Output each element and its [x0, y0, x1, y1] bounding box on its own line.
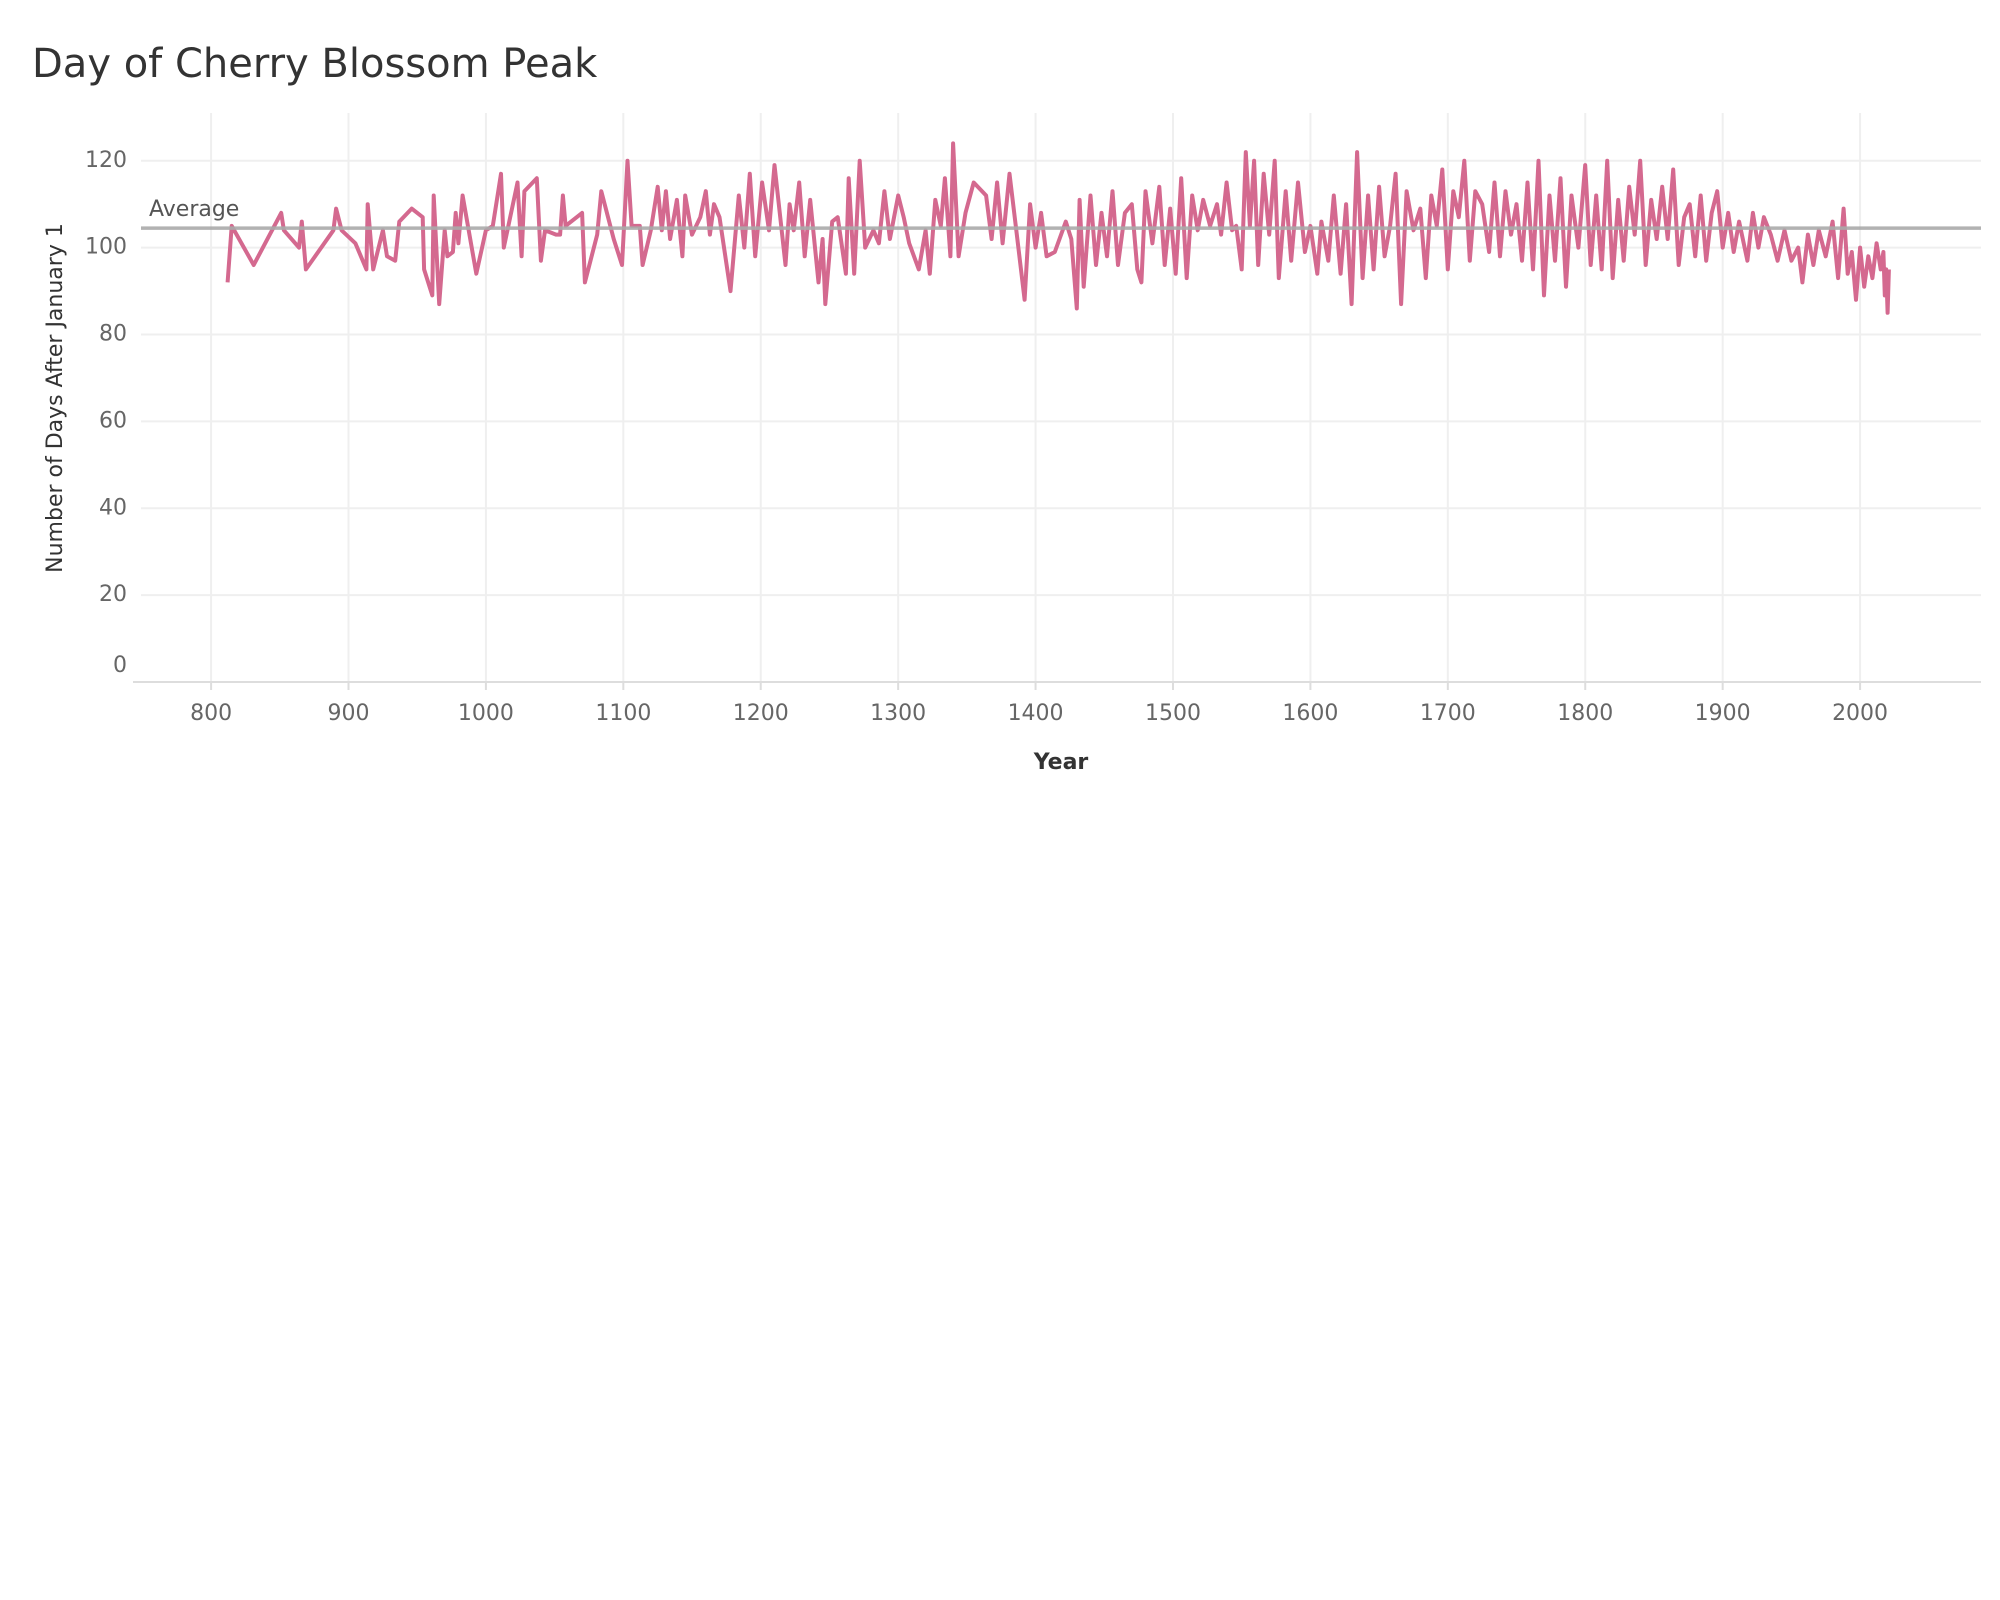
- x-tick-label: 800: [190, 701, 232, 726]
- y-tick-label: 40: [99, 495, 127, 520]
- x-tick-label: 1100: [595, 701, 651, 726]
- y-tick-label: 60: [99, 408, 127, 433]
- x-tick-label: 1400: [1008, 701, 1064, 726]
- x-tick-label: 1600: [1282, 701, 1338, 726]
- y-tick-label: 80: [99, 322, 127, 347]
- y-axis-title: Number of Days After January 1: [43, 223, 68, 573]
- y-tick-label: 0: [113, 653, 127, 678]
- x-axis-title: Year: [1033, 750, 1089, 775]
- data-line: [225, 141, 1891, 315]
- x-tick-label: 1800: [1557, 701, 1613, 726]
- y-tick-label: 20: [99, 582, 127, 607]
- x-tick-label: 1500: [1145, 701, 1201, 726]
- y-tick-label: 120: [85, 148, 127, 173]
- chart-title: Day of Cherry Blossom Peak: [32, 41, 598, 87]
- x-tick-label: 2000: [1832, 701, 1888, 726]
- x-tick-label: 1300: [870, 701, 926, 726]
- x-tick-label: 1700: [1420, 701, 1476, 726]
- x-tick-label: 1200: [733, 701, 789, 726]
- x-tick-label: 1000: [458, 701, 514, 726]
- x-tick-label: 900: [327, 701, 369, 726]
- y-tick-label: 100: [85, 235, 127, 260]
- x-tick-label: 1900: [1695, 701, 1751, 726]
- average-label: Average: [149, 197, 239, 222]
